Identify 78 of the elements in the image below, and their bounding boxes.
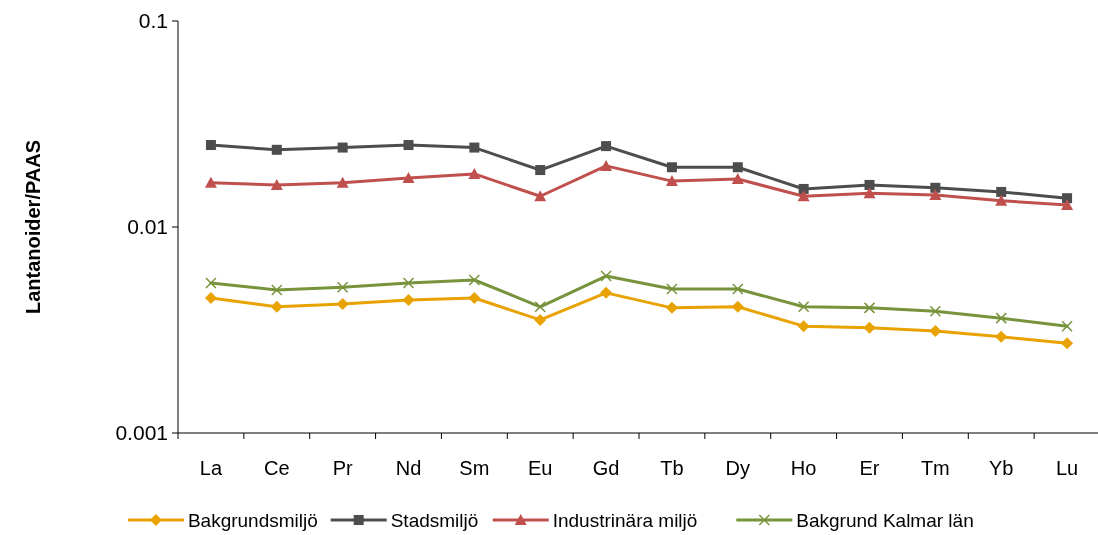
- point: [469, 142, 480, 153]
- point: [731, 173, 744, 184]
- x-tick-label: Yb: [988, 457, 1014, 479]
- x-tick-label: Dy: [725, 457, 751, 479]
- x-tick-label: La: [199, 457, 223, 479]
- point: [665, 301, 678, 314]
- point: [600, 159, 613, 171]
- point: [534, 301, 546, 313]
- point: [336, 176, 349, 188]
- point: [336, 297, 349, 310]
- y-axis-title: Lantanoider/PAAS: [22, 139, 44, 315]
- point: [1061, 337, 1074, 350]
- point: [996, 186, 1007, 197]
- point: [797, 301, 810, 313]
- point: [204, 176, 217, 188]
- legend-label: Bakgrund Kalmar län: [796, 509, 974, 531]
- point: [929, 189, 942, 200]
- y-tick-label: 0.1: [138, 9, 168, 33]
- point: [600, 270, 612, 282]
- point: [864, 179, 875, 190]
- point: [797, 190, 810, 202]
- point: [666, 283, 678, 295]
- point: [1062, 193, 1073, 204]
- point: [402, 171, 415, 183]
- point: [863, 302, 876, 314]
- point: [468, 292, 481, 305]
- point: [270, 300, 283, 313]
- x-tick-label: Ho: [790, 457, 817, 479]
- point: [665, 175, 678, 187]
- point: [995, 312, 1007, 324]
- point: [995, 194, 1008, 206]
- point: [271, 144, 282, 155]
- point: [402, 277, 415, 289]
- point: [930, 182, 941, 193]
- point: [798, 183, 809, 194]
- point: [732, 283, 744, 295]
- point: [731, 300, 744, 313]
- y-tick-label: 0.001: [115, 421, 168, 445]
- point: [534, 313, 547, 326]
- point: [336, 281, 349, 293]
- point: [732, 162, 743, 173]
- point: [929, 305, 942, 317]
- point: [535, 165, 546, 176]
- x-tick-label: Tb: [660, 457, 684, 479]
- x-tick-label: Tm: [920, 457, 950, 479]
- point: [601, 141, 612, 152]
- x-tick-label: Nd: [395, 457, 422, 479]
- point: [863, 321, 876, 334]
- point: [205, 140, 216, 151]
- point: [600, 286, 613, 299]
- point: [204, 292, 217, 305]
- point: [1061, 198, 1074, 210]
- point: [929, 324, 942, 337]
- legend-label: Industrinära miljö: [552, 509, 698, 531]
- point: [995, 330, 1008, 343]
- point: [468, 167, 481, 179]
- point: [863, 187, 876, 199]
- x-tick-label: Pr: [332, 457, 353, 479]
- x-tick-label: Gd: [592, 457, 620, 479]
- point: [797, 320, 810, 333]
- legend-label: Bakgrundsmiljö: [187, 509, 318, 531]
- point: [666, 162, 677, 173]
- x-tick-label: Ce: [264, 457, 290, 479]
- y-tick-label: 0.01: [127, 215, 168, 239]
- point: [271, 284, 283, 296]
- x-tick-label: Eu: [527, 457, 553, 479]
- legend-label: Stadsmiljö: [390, 509, 479, 531]
- point: [403, 140, 414, 151]
- point: [534, 190, 547, 202]
- point: [468, 274, 481, 286]
- point: [270, 178, 283, 190]
- point: [1061, 320, 1073, 332]
- x-tick-label: Er: [859, 457, 880, 479]
- point: [205, 277, 217, 289]
- x-tick-label: Sm: [459, 457, 490, 479]
- x-tick-label: Lu: [1055, 457, 1079, 479]
- point: [337, 142, 348, 153]
- point: [402, 294, 415, 307]
